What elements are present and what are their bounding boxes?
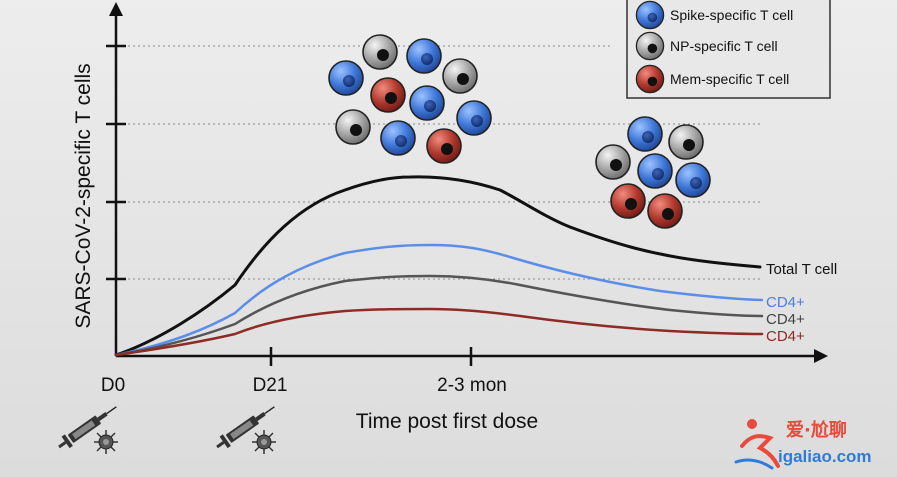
blue-cell-icon — [456, 100, 492, 136]
curve-label-cd4-grey: CD4+ — [766, 311, 805, 328]
blue-cell-icon — [675, 162, 711, 198]
watermark-brand: 爱·尬聊 — [786, 419, 847, 441]
x-tick-label-d0: D0 — [101, 375, 125, 396]
blue-cell-icon — [635, 0, 665, 30]
blue-cell-icon — [380, 120, 416, 156]
grey-cell-icon — [668, 124, 704, 160]
red-cell-icon — [610, 183, 646, 219]
blue-cell-icon — [328, 60, 364, 96]
curve-total — [114, 175, 762, 357]
blue-cell-icon — [406, 38, 442, 74]
blue-cell-icon — [409, 85, 445, 121]
legend: Spike-specific T cell NP-specific T cell… — [626, 0, 831, 99]
blue-cell-icon — [627, 116, 663, 152]
curve-cd4-grey — [114, 274, 764, 357]
syringe-icon — [216, 406, 275, 449]
grey-cell-icon — [335, 109, 371, 145]
y-axis-arrow — [109, 2, 123, 16]
grey-cell-icon — [635, 31, 665, 61]
grey-cell-icon — [442, 58, 478, 94]
red-cell-icon — [370, 77, 406, 113]
cell-cluster-late — [595, 116, 711, 229]
red-cell-icon — [647, 193, 683, 229]
axes — [106, 2, 828, 366]
curve-label-total: Total T cell — [766, 261, 837, 278]
grey-cell-icon — [362, 34, 398, 70]
watermark: 爱·尬聊 igaliao.com — [734, 419, 872, 470]
legend-label-mem: Mem-specific T cell — [670, 71, 789, 87]
x-axis-arrow — [814, 349, 828, 363]
x-tick-label-2-3mon: 2-3 mon — [437, 375, 507, 396]
dose-icon-d0 — [58, 406, 118, 454]
cell-cluster-peak — [328, 34, 492, 164]
curve-label-cd4-blue: CD4+ — [766, 294, 805, 311]
x-axis-label: Time post first dose — [356, 410, 538, 433]
blue-cell-icon — [637, 153, 673, 189]
curve-cd4-blue — [114, 243, 764, 357]
legend-label-np: NP-specific T cell — [670, 38, 778, 54]
watermark-url: igaliao.com — [778, 447, 872, 466]
curve-cd4-red — [114, 307, 764, 357]
legend-label-spike: Spike-specific T cell — [670, 7, 793, 23]
virus-icon — [252, 430, 276, 454]
syringe-icon — [58, 406, 117, 449]
dose-icon-d21 — [216, 406, 276, 454]
y-axis-label: SARS-CoV-2-specific T cells — [72, 63, 95, 328]
red-cell-icon — [635, 64, 665, 94]
curves — [114, 175, 764, 357]
red-cell-icon — [426, 128, 462, 164]
runner-logo-icon — [734, 419, 780, 470]
curve-labels: Total T cell CD4+ CD4+ CD4+ — [766, 261, 837, 345]
curve-label-cd4-red: CD4+ — [766, 328, 805, 345]
grey-cell-icon — [595, 144, 631, 180]
x-tick-label-d21: D21 — [253, 375, 288, 396]
virus-icon — [94, 430, 118, 454]
